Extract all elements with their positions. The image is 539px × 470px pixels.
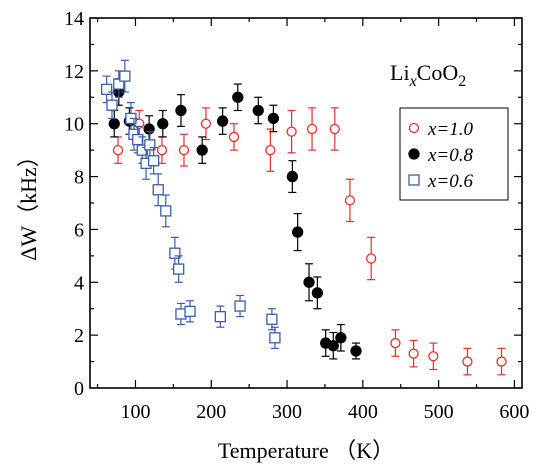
- legend-marker: [408, 148, 420, 160]
- y-tick-label: 4: [74, 272, 84, 294]
- data-point: [178, 144, 190, 156]
- data-series: [101, 59, 507, 376]
- data-point: [148, 155, 160, 167]
- y-tick-label: 0: [74, 378, 84, 400]
- y-tick-label: 6: [74, 219, 84, 241]
- data-point: [266, 313, 278, 325]
- x-tick-label: 300: [272, 401, 302, 423]
- data-point: [200, 118, 212, 129]
- x-tick-label: 400: [348, 401, 378, 423]
- data-point: [175, 104, 187, 117]
- formula-annotation: LixCoO2: [390, 60, 466, 90]
- data-point: [286, 170, 299, 183]
- legend-items: x=1.0 x=0.8 x=0.6: [408, 119, 474, 192]
- tick-labels: 100 200 300 400 500 600 0 2 4 6 8 10 12 14: [64, 8, 529, 423]
- data-point: [108, 118, 120, 130]
- data-point: [327, 340, 339, 352]
- y-tick-label: 8: [74, 167, 84, 189]
- series-2: [101, 59, 281, 349]
- data-point: [390, 337, 401, 349]
- legend-marker: [408, 122, 420, 134]
- data-point: [496, 356, 507, 367]
- data-point: [119, 70, 131, 82]
- data-point: [234, 300, 246, 312]
- data-point: [156, 144, 168, 156]
- data-point: [428, 351, 439, 362]
- data-point: [160, 205, 172, 217]
- data-point: [232, 91, 244, 103]
- legend-label: x=1.0: [427, 119, 474, 140]
- y-axis-title: ΔW（kHz）: [16, 145, 41, 261]
- formula-rest: CoO: [417, 60, 459, 85]
- data-point: [269, 332, 281, 344]
- x-axis-title: Temperature （K）: [218, 438, 394, 463]
- data-point: [344, 195, 356, 206]
- data-point: [350, 345, 362, 357]
- data-point: [252, 104, 264, 117]
- data-point: [462, 356, 473, 367]
- x-tick-label: 100: [120, 401, 150, 423]
- y-tick-label: 14: [64, 8, 84, 30]
- data-point: [112, 144, 124, 156]
- legend-label: x=0.8: [427, 145, 474, 166]
- data-point: [265, 144, 276, 156]
- data-point: [408, 348, 419, 359]
- data-point: [196, 144, 208, 156]
- data-point: [132, 133, 144, 146]
- y-tick-label: 2: [74, 325, 84, 347]
- formula-sub-2: 2: [458, 73, 466, 90]
- data-point: [216, 115, 229, 127]
- data-point: [173, 263, 185, 275]
- data-point: [157, 118, 169, 130]
- data-point: [169, 247, 181, 259]
- data-point: [144, 139, 156, 151]
- data-point: [113, 78, 125, 90]
- data-point: [152, 184, 164, 196]
- y-tick-label: 10: [64, 114, 84, 136]
- data-point: [267, 112, 280, 125]
- axis-ticks: [90, 17, 522, 388]
- formula-sub-x: x: [409, 73, 417, 90]
- legend: x=1.0 x=0.8 x=0.6: [399, 107, 509, 201]
- x-tick-label: 600: [499, 401, 529, 423]
- data-point: [184, 305, 196, 318]
- y-tick-label: 12: [64, 61, 84, 83]
- legend-label: x=0.6: [427, 171, 474, 192]
- data-point: [311, 287, 324, 299]
- data-point: [366, 253, 377, 264]
- data-point: [106, 99, 118, 111]
- data-point: [286, 126, 297, 137]
- legend-marker: [408, 174, 420, 186]
- data-point: [214, 310, 227, 323]
- data-point: [143, 123, 155, 135]
- formula-base: Li: [390, 60, 410, 85]
- data-point: [292, 226, 304, 238]
- data-point: [228, 131, 240, 143]
- data-point: [101, 83, 113, 96]
- x-tick-label: 500: [424, 401, 454, 423]
- data-point: [306, 123, 318, 135]
- data-point: [329, 123, 340, 135]
- x-tick-label: 200: [196, 401, 226, 423]
- data-point: [335, 332, 347, 344]
- data-point: [303, 276, 315, 288]
